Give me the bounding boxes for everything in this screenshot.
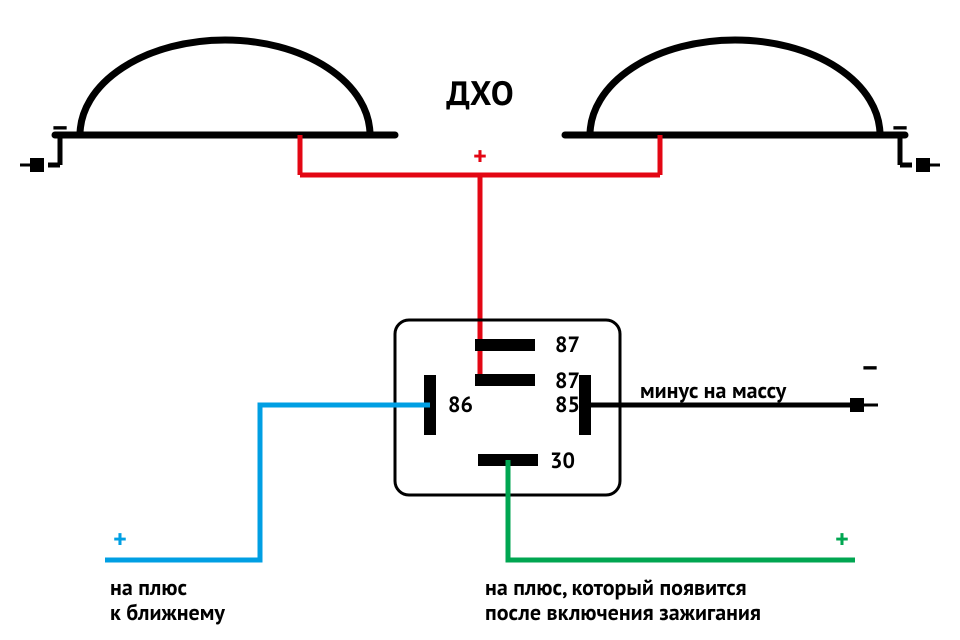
pin-label-30: 30 — [550, 447, 575, 475]
label-blue-plus: + — [113, 523, 127, 556]
caption-green-1: на плюс, который появится — [485, 574, 747, 602]
lamp-right-minus: − — [892, 108, 908, 147]
caption-blue-2: к ближнему — [110, 599, 225, 627]
label-ground-minus: − — [862, 348, 878, 387]
ground-terminal-85 — [850, 398, 864, 412]
label-green-plus: + — [835, 523, 849, 556]
lamp-left-minus: − — [52, 108, 68, 147]
pin-label-86: 86 — [448, 391, 473, 419]
pin-label-85: 85 — [555, 391, 580, 419]
pin-label-87: 87 — [555, 331, 580, 359]
bus-plus-label: + — [473, 140, 487, 173]
title: ДХО — [446, 71, 513, 115]
caption-blue-1: на плюс — [110, 574, 187, 602]
caption-green-2: после включения зажигания — [485, 599, 761, 627]
label-ground: минус на массу — [640, 377, 787, 405]
